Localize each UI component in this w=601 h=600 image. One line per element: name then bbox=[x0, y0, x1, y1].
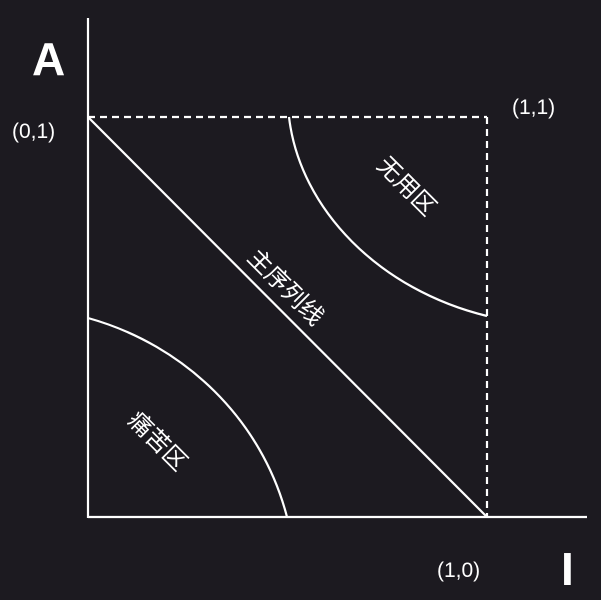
useless-zone-boundary bbox=[287, 116, 488, 318]
pain-zone-boundary bbox=[87, 316, 289, 518]
y-axis-title: A bbox=[32, 33, 65, 85]
corner-label-top-left: (0,1) bbox=[12, 120, 55, 143]
main-sequence-label: 主序列线 bbox=[242, 243, 330, 331]
pain-zone-label: 痛苦区 bbox=[122, 406, 193, 477]
useless-zone-label: 无用区 bbox=[371, 151, 442, 222]
corner-label-top-right: (1,1) bbox=[512, 96, 555, 119]
corner-label-bottom-right: (1,0) bbox=[437, 559, 480, 582]
x-axis-title: I bbox=[561, 543, 574, 595]
main-sequence-line bbox=[87, 116, 488, 518]
